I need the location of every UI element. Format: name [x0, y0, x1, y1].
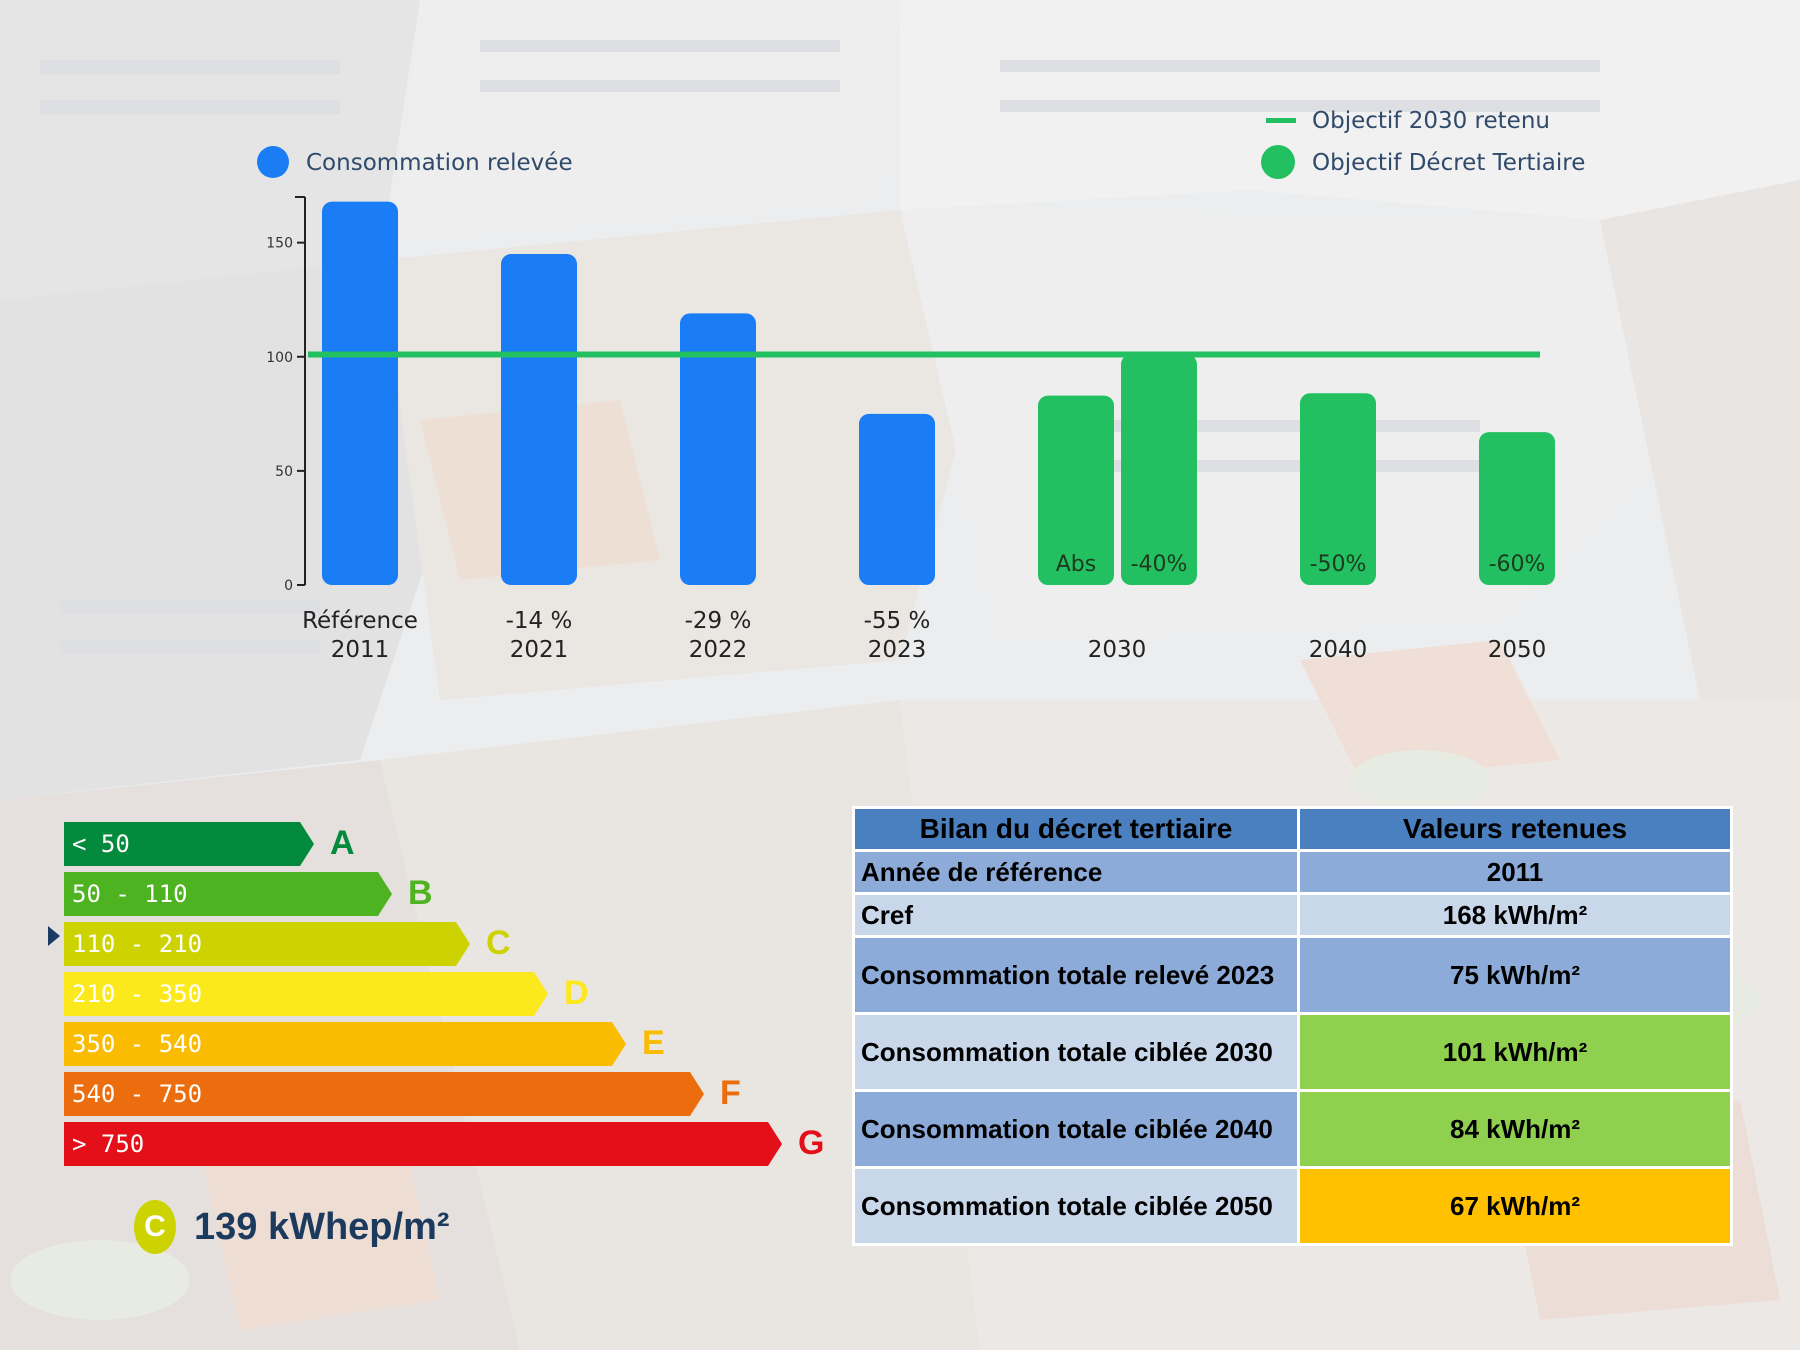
- category-year-label: 2050: [1488, 637, 1547, 663]
- energy-band-d: 210 - 350 D: [64, 972, 598, 1016]
- energy-label-scale: < 50 A 50 - 110 B 110 - 210 C 210 - 350 D 350 - …: [64, 822, 824, 1182]
- bar-2040: [1300, 393, 1376, 585]
- table-row: Consommation totale ciblée 2040 84 kWh/m²: [852, 1089, 1733, 1169]
- energy-band-bar: 540 - 750: [64, 1072, 704, 1116]
- energy-band-letter: G: [798, 1124, 825, 1162]
- energy-band-letter: C: [486, 924, 511, 962]
- table-cell-value: 75 kWh/m²: [1297, 935, 1733, 1015]
- energy-band-range: > 750: [72, 1130, 145, 1158]
- table-row: Année de référence 2011: [852, 849, 1733, 895]
- table-cell-label: Année de référence: [852, 849, 1300, 895]
- table-row: Consommation totale relevé 2023 75 kWh/m²: [852, 935, 1733, 1015]
- table-header-row: Bilan du décret tertiaire Valeurs retenu…: [852, 806, 1733, 852]
- category-year-label: 2040: [1309, 637, 1368, 663]
- table-cell-label: Consommation totale relevé 2023: [852, 935, 1300, 1015]
- bar-2050: [1479, 432, 1555, 585]
- bar-label: Abs: [1056, 552, 1096, 577]
- energy-band-range: < 50: [72, 830, 130, 858]
- category-sublabel: Référence: [302, 608, 418, 634]
- legend-marker-objectif-decret: [1261, 145, 1295, 179]
- current-class-marker: [48, 926, 60, 946]
- energy-band-bar: 350 - 540: [64, 1022, 626, 1066]
- legend-overflow-mask: [1572, 100, 1800, 180]
- energy-band-letter: B: [408, 874, 433, 912]
- bar-2022: [680, 313, 756, 585]
- energy-band-f: 540 - 750 F: [64, 1072, 754, 1116]
- summary-table: Bilan du décret tertiaire Valeurs retenu…: [852, 806, 1733, 1246]
- table-cell-label: Consommation totale ciblée 2050: [852, 1166, 1300, 1246]
- consumption-chart: Consommation relevée Objectif 2030 reten…: [257, 100, 1800, 663]
- energy-band-a: < 50 A: [64, 822, 364, 866]
- bar-2011: [322, 201, 398, 586]
- energy-band-range: 50 - 110: [72, 880, 188, 908]
- category-sublabel: -29 %: [685, 608, 752, 634]
- y-tick-label: 50: [275, 464, 293, 480]
- energy-band-letter: A: [330, 824, 355, 862]
- table-cell-value: 2011: [1297, 849, 1733, 895]
- energy-band-bar: > 750: [64, 1122, 782, 1166]
- y-tick-label: 150: [266, 236, 293, 252]
- bar-2030: [1038, 395, 1114, 585]
- legend-marker-objectif-2030: [1266, 118, 1296, 123]
- bar-label: -50%: [1310, 552, 1367, 577]
- energy-band-g: > 750 G: [64, 1122, 832, 1166]
- energy-band-bar: 50 - 110: [64, 872, 392, 916]
- chart-legend: Consommation relevée Objectif 2030 reten…: [257, 100, 1800, 180]
- category-sublabel: -14 %: [506, 608, 573, 634]
- energy-band-letter: D: [564, 974, 589, 1012]
- table-cell-label: Consommation totale ciblée 2030: [852, 1012, 1300, 1092]
- rating-class-badge: C: [134, 1200, 176, 1254]
- energy-band-range: 110 - 210: [72, 930, 203, 958]
- energy-band-bar: 210 - 350: [64, 972, 548, 1016]
- category-labels: Référence 2011 -14 % 2021 -29 % 2022 -55 % 2023…: [302, 608, 1546, 663]
- table-row: Consommation totale ciblée 2030 101 kWh/m…: [852, 1012, 1733, 1092]
- table-header-bilan: Bilan du décret tertiaire: [852, 806, 1300, 852]
- table-cell-value: 168 kWh/m²: [1297, 892, 1733, 938]
- y-tick-label: 0: [284, 578, 293, 594]
- rating-value: 139 kWhep/m²: [194, 1205, 450, 1248]
- energy-band-letter: E: [642, 1024, 665, 1062]
- table-cell-label: Consommation totale ciblée 2040: [852, 1089, 1300, 1169]
- bars-group: Abs -40% -50% -60%: [322, 201, 1555, 586]
- bar-2021: [501, 254, 577, 585]
- category-year-label: 2021: [510, 637, 569, 663]
- legend-label-objectif-2030: Objectif 2030 retenu: [1312, 108, 1550, 134]
- category-year-label: 2011: [331, 637, 390, 663]
- legend-marker-consommation: [257, 146, 289, 178]
- energy-band-letter: F: [720, 1074, 741, 1112]
- bar-label: -60%: [1489, 552, 1546, 577]
- table-row: Consommation totale ciblée 2050 67 kWh/m²: [852, 1166, 1733, 1246]
- table-cell-value: 101 kWh/m²: [1297, 1012, 1733, 1092]
- energy-band-b: 50 - 110 B: [64, 872, 442, 916]
- table-row: Cref 168 kWh/m²: [852, 892, 1733, 938]
- energy-band-range: 350 - 540: [72, 1030, 203, 1058]
- table-cell-value: 67 kWh/m²: [1297, 1166, 1733, 1246]
- category-sublabel: -55 %: [864, 608, 931, 634]
- table-body: Année de référence 2011 Cref 168 kWh/m² Cons…: [852, 849, 1733, 1246]
- category-year-label: 2022: [689, 637, 748, 663]
- legend-label-consommation: Consommation relevée: [306, 150, 573, 176]
- energy-band-bar: 110 - 210: [64, 922, 470, 966]
- energy-band-c: 110 - 210 C: [64, 922, 520, 966]
- y-axis: 0 50 100 150: [266, 196, 306, 594]
- energy-band-bar: < 50: [64, 822, 314, 866]
- energy-band-range: 210 - 350: [72, 980, 203, 1008]
- bar-2023: [859, 413, 935, 585]
- energy-band-range: 540 - 750: [72, 1080, 203, 1108]
- category-year-label: 2030: [1088, 637, 1147, 663]
- energy-rating: C 139 kWhep/m²: [134, 1200, 450, 1254]
- bar-2030: [1121, 354, 1197, 585]
- y-tick-label: 100: [266, 350, 293, 366]
- category-year-label: 2023: [868, 637, 927, 663]
- table-cell-label: Cref: [852, 892, 1300, 938]
- bar-label: -40%: [1131, 552, 1188, 577]
- table-header-valeurs: Valeurs retenues: [1297, 806, 1733, 852]
- table-cell-value: 84 kWh/m²: [1297, 1089, 1733, 1169]
- energy-band-e: 350 - 540 E: [64, 1022, 676, 1066]
- legend-label-objectif-decret: Objectif Décret Tertiaire: [1312, 150, 1585, 176]
